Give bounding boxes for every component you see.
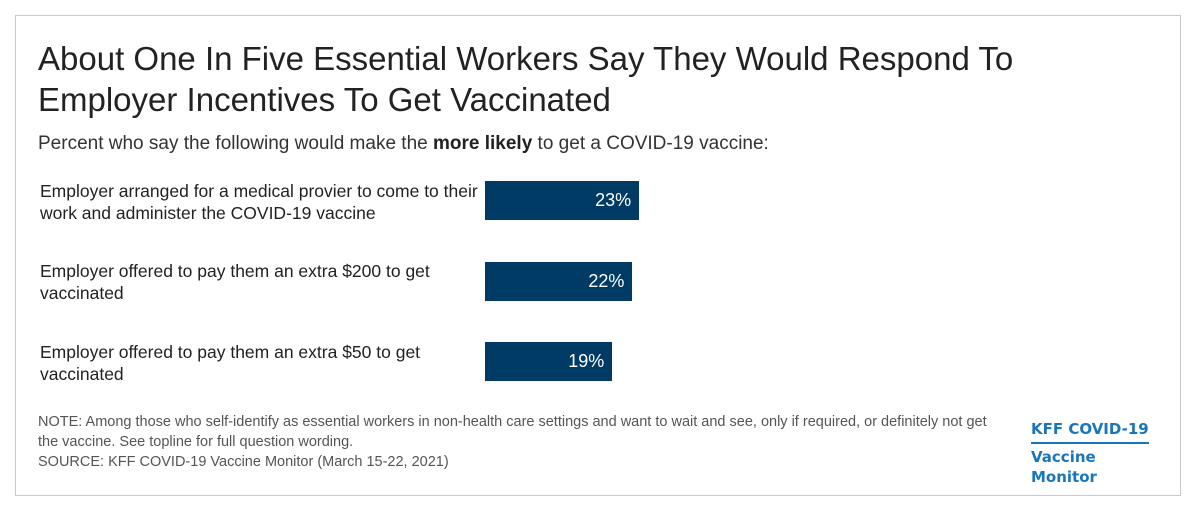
chart-subtitle: Percent who say the following would make… <box>38 131 769 157</box>
subtitle-suffix: to get a COVID-19 vaccine: <box>532 133 769 154</box>
bar-value-label: 22% <box>588 271 625 291</box>
source-text: SOURCE: KFF COVID-19 Vaccine Monitor (Ma… <box>38 454 449 470</box>
category-label: Employer offered to pay them an extra $2… <box>40 261 430 303</box>
bar: 23% <box>485 181 640 220</box>
bar: 22% <box>485 262 633 301</box>
category-label: Employer arranged for a medical provier … <box>40 181 478 223</box>
category-label: Employer offered to pay them an extra $5… <box>40 342 421 384</box>
chart-title: About One In Five Essential Workers Say … <box>38 40 1014 118</box>
kff-logo: KFF COVID-19 Vaccine Monitor <box>1031 419 1161 487</box>
chart-frame <box>15 15 1181 496</box>
bar: 19% <box>485 342 613 381</box>
note-text: NOTE: Among those who self-identify as e… <box>38 414 987 450</box>
logo-line-1: KFF COVID-19 <box>1031 419 1149 444</box>
bar-value-label: 23% <box>595 190 632 210</box>
subtitle-emphasis: more likely <box>433 133 533 154</box>
logo-line-2: Vaccine Monitor <box>1031 448 1097 486</box>
chart-footnote: NOTE: Among those who self-identify as e… <box>38 412 988 472</box>
bar-value-label: 19% <box>568 351 605 371</box>
subtitle-prefix: Percent who say the following would make… <box>38 133 433 154</box>
